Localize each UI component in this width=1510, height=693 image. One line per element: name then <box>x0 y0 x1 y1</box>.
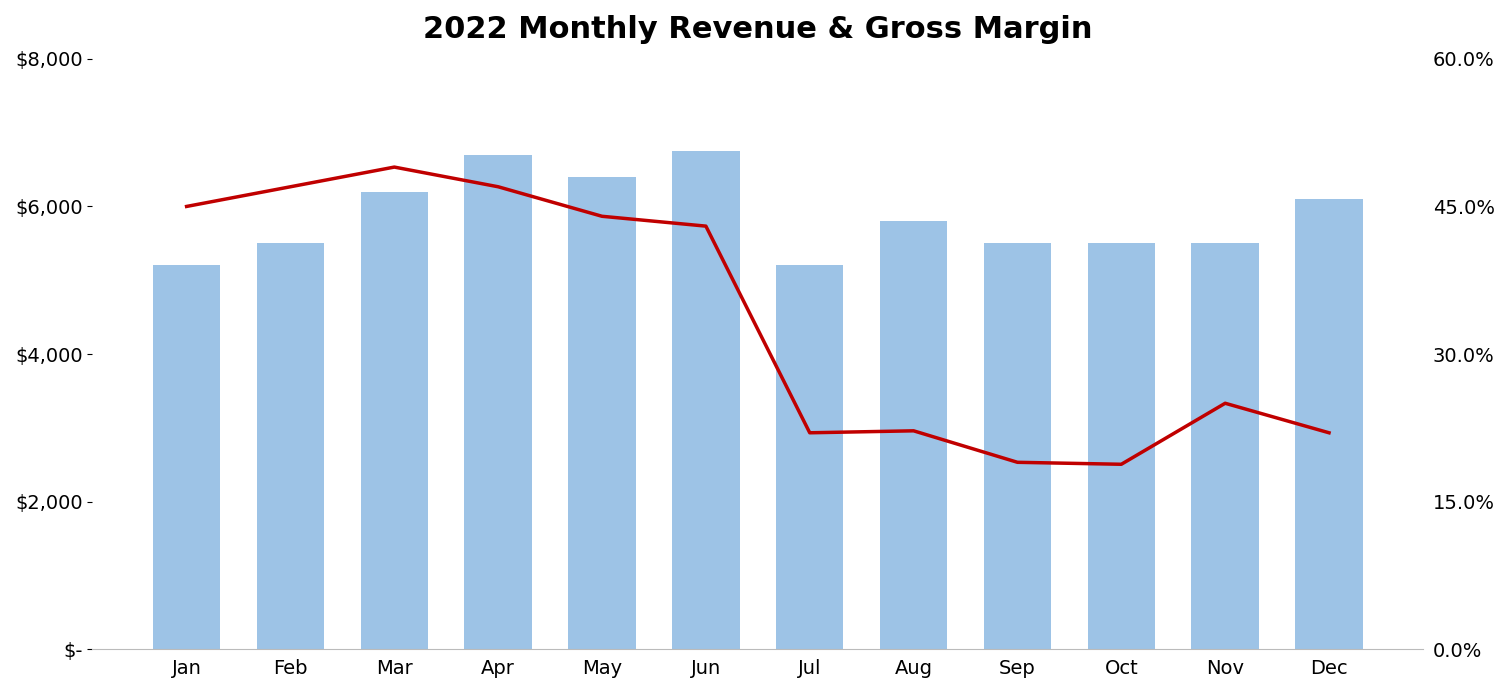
Bar <box>1296 199 1364 649</box>
Title: 2022 Monthly Revenue & Gross Margin: 2022 Monthly Revenue & Gross Margin <box>423 15 1093 44</box>
Bar <box>1087 243 1155 649</box>
Bar <box>672 151 740 649</box>
Bar <box>465 155 532 649</box>
Bar <box>153 265 220 649</box>
Bar <box>983 243 1051 649</box>
Bar <box>1191 243 1259 649</box>
Bar <box>776 265 844 649</box>
Bar <box>880 221 947 649</box>
Bar <box>568 177 636 649</box>
Bar <box>361 192 427 649</box>
Bar <box>257 243 325 649</box>
